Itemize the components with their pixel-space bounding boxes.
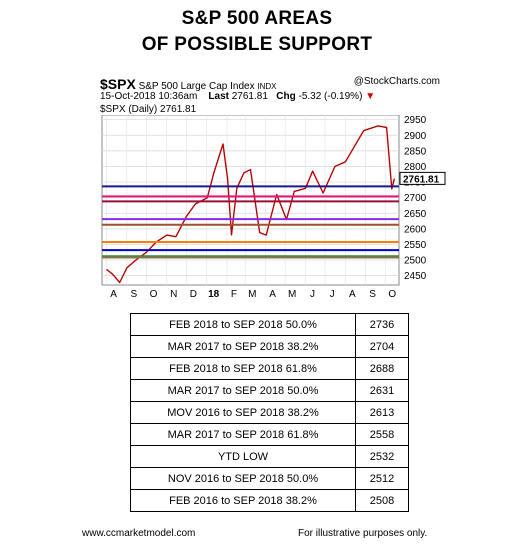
level-value: 2558 (355, 423, 409, 446)
x-tick-label: O (388, 289, 396, 300)
x-tick-label: D (190, 289, 197, 300)
y-tick-label: 2950 (404, 115, 427, 126)
x-tick-label: F (231, 289, 237, 300)
y-tick-label: 2900 (404, 131, 427, 142)
y-tick-label: 2650 (404, 209, 427, 220)
level-value: 2532 (355, 445, 409, 468)
level-description: FEB 2016 to SEP 2018 38.2% (130, 489, 356, 512)
y-tick-label: 2550 (404, 240, 427, 251)
level-description: MAR 2017 to SEP 2018 50.0% (130, 379, 356, 402)
y-tick-label: 2800 (404, 162, 427, 173)
chart-legend: $SPX (Daily) 2761.81 (100, 104, 440, 115)
level-description: FEB 2018 to SEP 2018 61.8% (130, 357, 356, 380)
page-title-line2: OF POSSIBLE SUPPORT (141, 34, 373, 55)
table-row: NOV 2016 to SEP 2018 50.0% 2512 (130, 467, 409, 490)
price-series-line (106, 125, 396, 284)
last-value: 2761.81 (231, 91, 268, 102)
price-chart: 2450250025502600265027002750280028502900… (101, 115, 446, 300)
x-tick-label: 18 (208, 289, 220, 300)
last-label: Last (208, 91, 229, 102)
level-value: 2688 (355, 357, 409, 380)
table-row: FEB 2018 to SEP 2018 61.8% 2688 (130, 357, 409, 380)
datetime: 15-Oct-2018 10:36am (100, 91, 198, 102)
level-value: 2704 (355, 335, 409, 358)
chg-label: Chg (276, 91, 296, 102)
chg-value: -5.32 (-0.19%) (298, 91, 363, 102)
level-description: NOV 2016 to SEP 2018 50.0% (130, 467, 356, 490)
table-row: MOV 2016 to SEP 2018 38.2% 2613 (130, 401, 409, 424)
x-tick-label: M (248, 289, 256, 300)
down-arrow-icon: ▼ (365, 91, 376, 102)
index-name: S&P 500 Large Cap Index (138, 81, 255, 92)
y-tick-label: 2850 (404, 146, 427, 157)
y-tick-label: 2450 (404, 271, 427, 282)
page-title-line1: S&P 500 AREAS (181, 8, 333, 29)
footer-website: www.ccmarketmodel.com (82, 528, 196, 539)
level-value: 2736 (355, 313, 409, 336)
y-tick-label: 2700 (404, 193, 427, 204)
x-tick-label: J (310, 289, 315, 300)
table-row: MAR 2017 to SEP 2018 38.2% 2704 (130, 335, 409, 358)
last-price-label: 2761.81 (403, 174, 440, 185)
x-tick-label: M (288, 289, 296, 300)
exchange: INDX (257, 82, 277, 91)
x-tick-label: S (131, 289, 138, 300)
table-row: MAR 2017 to SEP 2018 50.0% 2631 (130, 379, 409, 402)
support-levels-table: FEB 2018 to SEP 2018 50.0% 2736 MAR 2017 t… (130, 313, 409, 512)
level-description: FEB 2018 to SEP 2018 50.0% (130, 313, 356, 336)
x-tick-label: A (269, 289, 276, 300)
level-description: MOV 2016 to SEP 2018 38.2% (130, 401, 356, 424)
chart-header-row2: 15-Oct-2018 10:36am Last 2761.81 Chg -5.… (100, 91, 440, 102)
level-value: 2512 (355, 467, 409, 490)
x-tick-label: J (330, 289, 335, 300)
x-tick-label: S (369, 289, 376, 300)
table-row: YTD LOW 2532 (130, 445, 409, 468)
level-description: MAR 2017 to SEP 2018 38.2% (130, 335, 356, 358)
symbol: $SPX (100, 76, 136, 92)
table-row: MAR 2017 to SEP 2018 61.8% 2558 (130, 423, 409, 446)
table-row: FEB 2018 to SEP 2018 50.0% 2736 (130, 313, 409, 336)
x-tick-label: A (349, 289, 356, 300)
x-tick-label: N (170, 289, 177, 300)
x-tick-label: A (110, 289, 117, 300)
last-price-box (399, 171, 446, 185)
y-tick-label: 2500 (404, 256, 427, 267)
table-row: FEB 2016 to SEP 2018 38.2% 2508 (130, 489, 409, 512)
x-tick-label: O (150, 289, 158, 300)
footer-disclaimer: For illustrative purposes only. (298, 528, 428, 539)
chart-header-row1: $SPX S&P 500 Large Cap Index INDX @Stock… (100, 76, 440, 92)
level-value: 2508 (355, 489, 409, 512)
source: @StockCharts.com (353, 76, 440, 87)
level-value: 2631 (355, 379, 409, 402)
legend-text: $SPX (Daily) 2761.81 (100, 104, 197, 115)
level-description: MAR 2017 to SEP 2018 61.8% (130, 423, 356, 446)
level-value: 2613 (355, 401, 409, 424)
y-tick-label: 2600 (404, 224, 427, 235)
level-description: YTD LOW (130, 445, 356, 468)
